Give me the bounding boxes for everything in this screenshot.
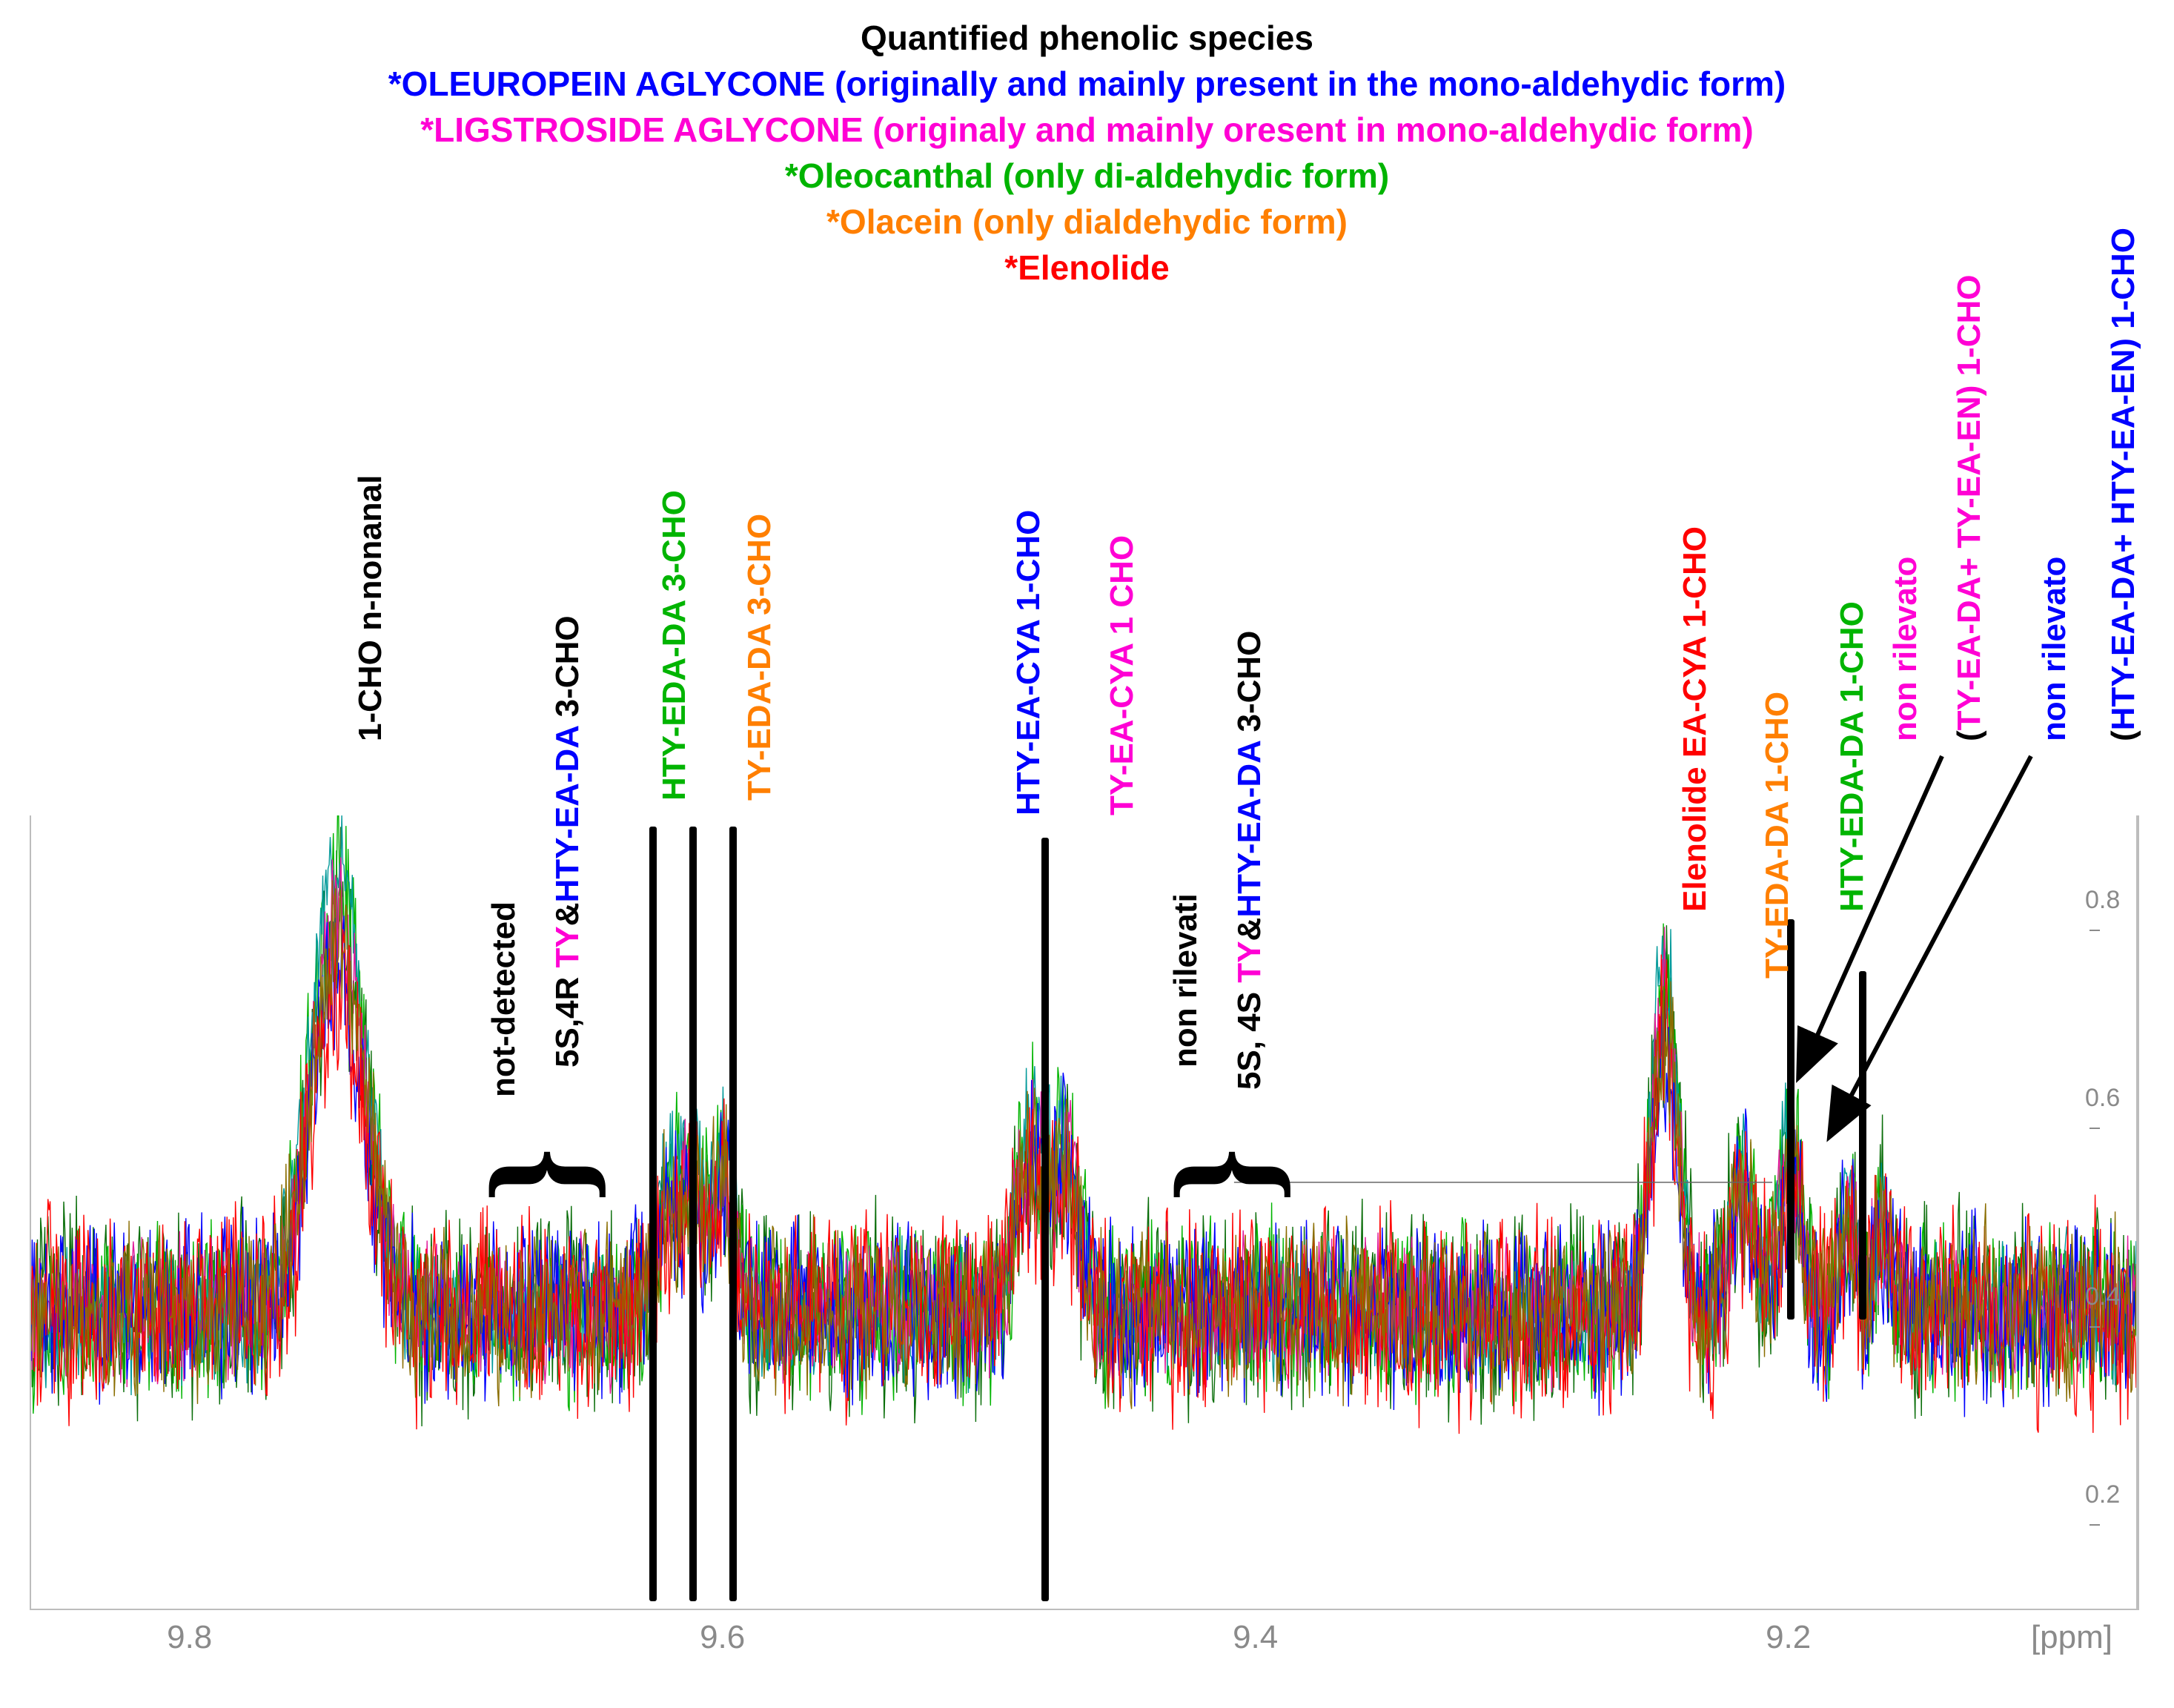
x-tick: 9.6 xyxy=(700,1619,745,1656)
x-axis: [ppm] 9.8 9.6 9.4 9.2 xyxy=(30,1616,2135,1675)
label-hty-eda-da-3cho: HTY-EDA-DA 3-CHO xyxy=(656,490,693,801)
marker-hty-eda-da-1cho xyxy=(1787,919,1794,1320)
label-hty-ea-da-en-1cho: (HTY-EA-DA+ HTY-EA-EN) 1-CHO xyxy=(2105,228,2142,741)
label-ty-ea-da-en-1cho: (TY-EA-DA+ TY-EA-EN) 1-CHO xyxy=(1951,275,1988,741)
brace-5s4r: } xyxy=(469,1148,610,1203)
header-line-4: *Elenolide xyxy=(0,245,2174,291)
x-tick: 9.4 xyxy=(1233,1619,1278,1656)
nmr-spectrum-chart xyxy=(30,815,2139,1610)
x-tick: 9.8 xyxy=(167,1619,212,1656)
x-axis-label: [ppm] xyxy=(2031,1619,2112,1656)
marker-mid-3cho xyxy=(689,827,697,1601)
header-line-3: *Olacein (only dialdehydic form) xyxy=(0,199,2174,245)
y-tick: 0.6 xyxy=(2085,1084,2130,1142)
label-nonanal: 1-CHO n-nonanal xyxy=(352,475,389,741)
label-5s4s: 5S, 4S TY&HTY-EA-DA 3-CHO xyxy=(1231,631,1268,1090)
label-non-rilevato-2: non rilevato xyxy=(2036,557,2073,741)
marker-cya-1cho xyxy=(1041,838,1049,1601)
label-ty-ea-cya-1cho: TY-EA-CYA 1 CHO xyxy=(1104,535,1141,815)
label-non-rilevati: non rilevati xyxy=(1167,893,1204,1068)
x-tick: 9.2 xyxy=(1766,1619,1811,1656)
label-ty-eda-da-3cho: TY-EDA-DA 3-CHO xyxy=(741,514,778,801)
header-title: Quantified phenolic species xyxy=(0,15,2174,61)
y-tick: 0.4 xyxy=(2085,1282,2130,1340)
brace-5s4s: } xyxy=(1154,1148,1295,1203)
label-non-rilevato-1: non rilevato xyxy=(1887,557,1924,741)
y-axis: 0.2 0.4 0.6 0.8 xyxy=(2085,815,2130,1609)
header-line-2: *Oleocanthal (only di-aldehydic form) xyxy=(0,153,2174,199)
marker-hty-eda-da-3cho xyxy=(649,827,657,1601)
root: Quantified phenolic species *OLEUROPEIN … xyxy=(0,0,2174,1708)
header-line-0: *OLEUROPEIN AGLYCONE (originally and mai… xyxy=(0,61,2174,107)
spectrum-svg xyxy=(31,815,2136,1609)
header-line-1: *LIGSTROSIDE AGLYCONE (originaly and mai… xyxy=(0,107,2174,153)
marker-en-1cho xyxy=(1859,971,1866,1320)
label-hty-ea-cya-1cho: HTY-EA-CYA 1-CHO xyxy=(1010,510,1047,815)
label-not-detected: not-detected xyxy=(485,901,523,1097)
y-tick: 0.2 xyxy=(2085,1480,2130,1538)
label-ty-eda-da-1cho: TY-EDA-DA 1-CHO xyxy=(1759,692,1796,979)
label-5s4r: 5S,4R TY&HTY-EA-DA 3-CHO xyxy=(549,615,586,1068)
label-hty-eda-da-1cho: HTY-EDA-DA 1-CHO xyxy=(1834,601,1871,912)
header: Quantified phenolic species *OLEUROPEIN … xyxy=(0,15,2174,291)
label-elenolide: Elenolide EA-CYA 1-CHO xyxy=(1677,526,1714,912)
marker-ty-eda-da-3cho xyxy=(729,827,737,1601)
y-tick: 0.8 xyxy=(2085,886,2130,944)
